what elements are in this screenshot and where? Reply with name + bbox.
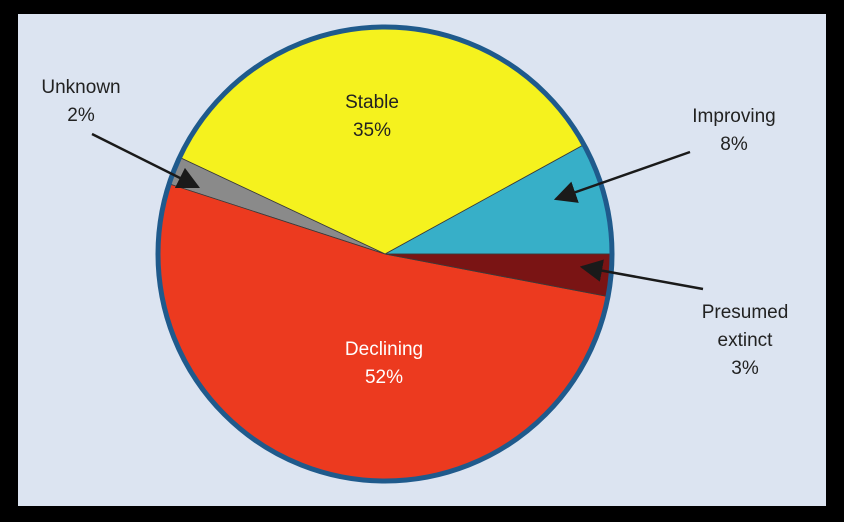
stable-percent: 35% bbox=[353, 120, 391, 141]
improving-percent: 8% bbox=[720, 134, 748, 155]
improving-pointer-arrow bbox=[553, 150, 691, 203]
extinct-label-line2: extinct bbox=[718, 330, 774, 351]
declining-label: Declining bbox=[345, 339, 423, 360]
stable-label: Stable bbox=[345, 92, 399, 113]
unknown-percent: 2% bbox=[67, 105, 95, 126]
extinct-label-line1: Presumed bbox=[702, 302, 789, 323]
pie-rim bbox=[155, 24, 615, 484]
extinct-percent: 3% bbox=[731, 358, 759, 379]
extinct-pointer-arrow bbox=[579, 259, 704, 291]
declining-percent: 52% bbox=[365, 367, 403, 388]
unknown-pointer-arrow bbox=[91, 132, 201, 189]
improving-label: Improving bbox=[692, 106, 775, 127]
pie-slices bbox=[157, 26, 613, 482]
unknown-label: Unknown bbox=[41, 77, 120, 98]
